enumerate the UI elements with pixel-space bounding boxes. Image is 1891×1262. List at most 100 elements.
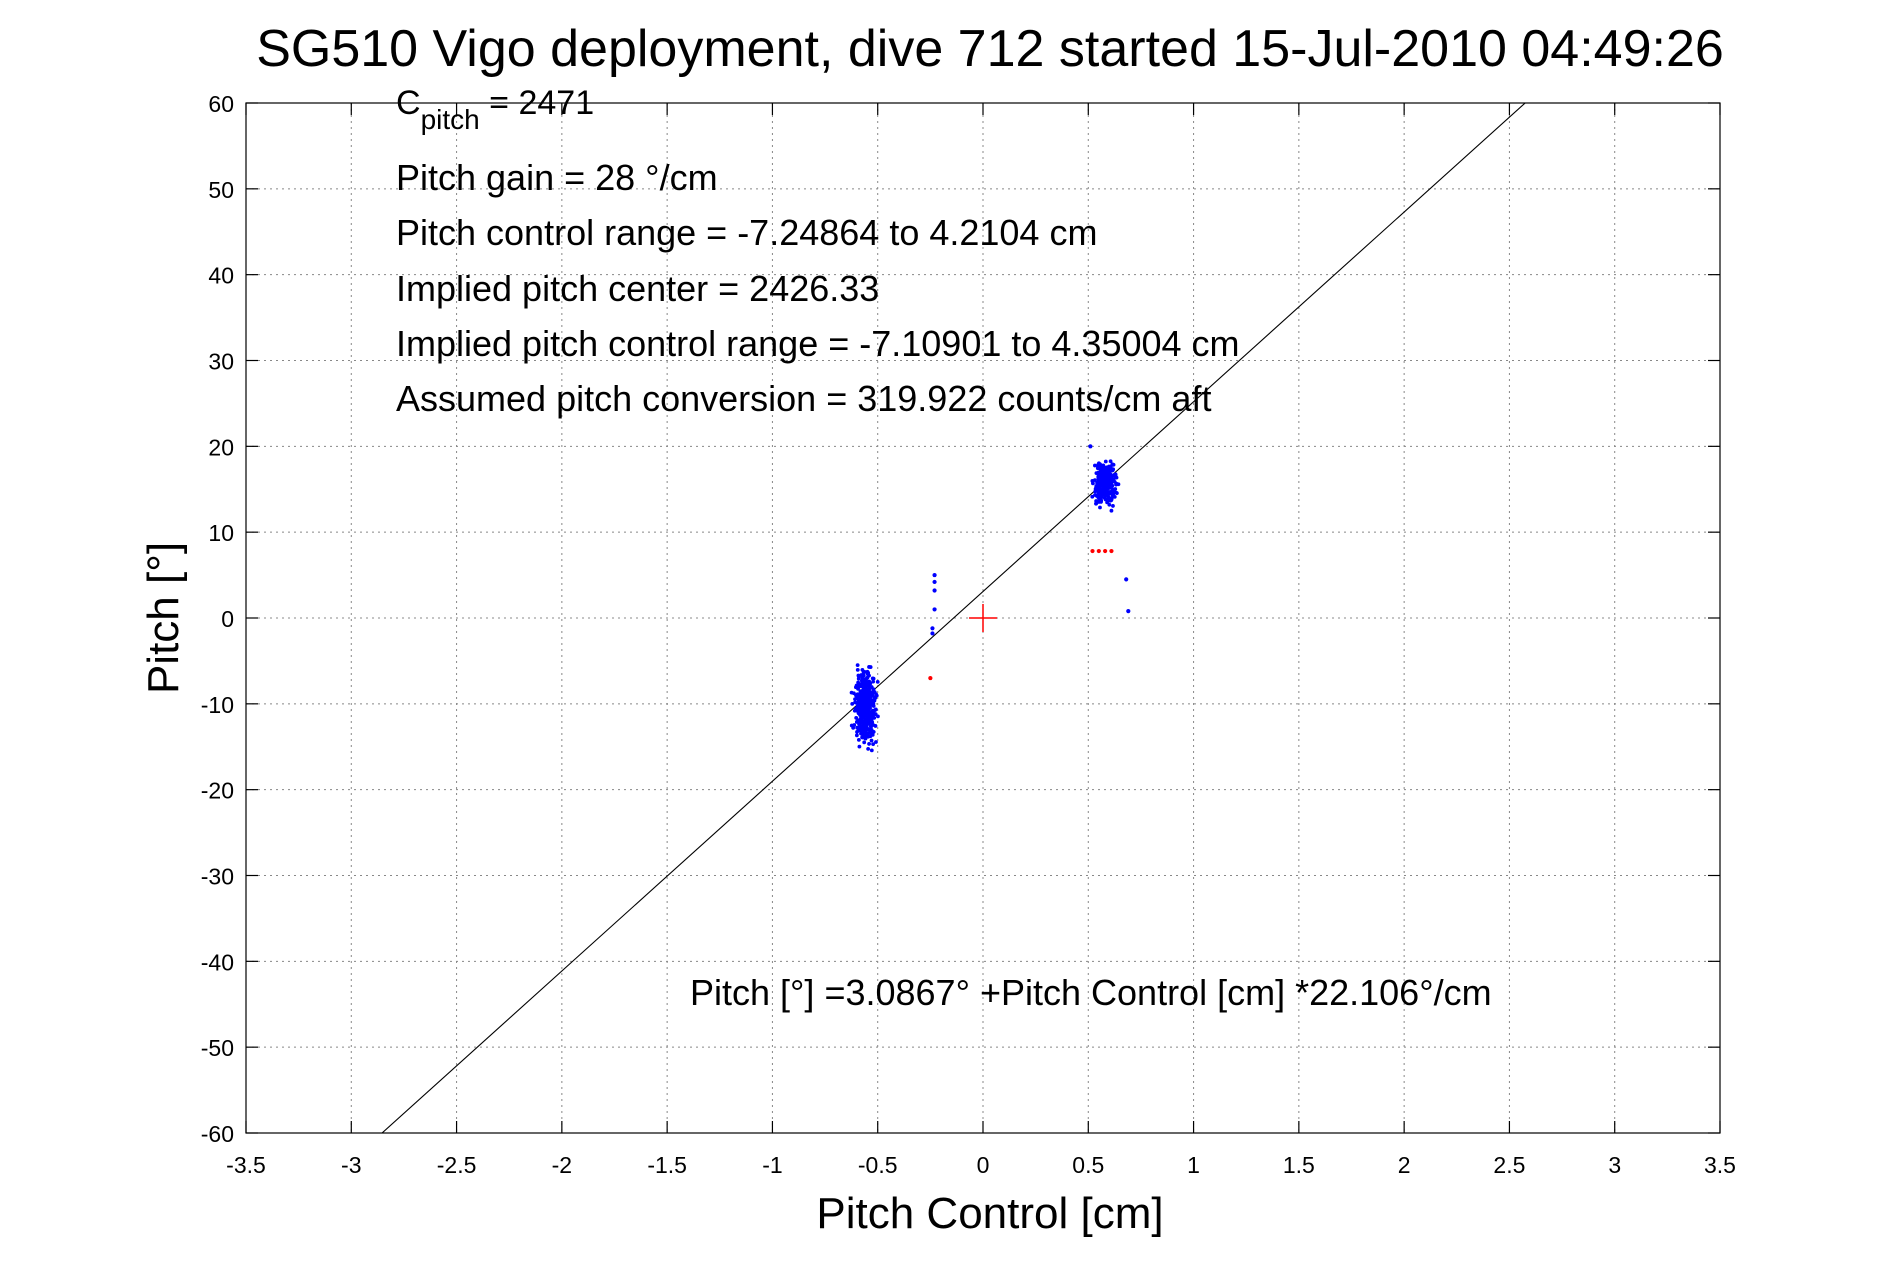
x-tick-label: -2.5 xyxy=(437,1152,477,1178)
y-tick-label: -10 xyxy=(201,692,234,718)
data-point xyxy=(863,694,868,699)
data-point xyxy=(1124,577,1129,582)
data-point xyxy=(1097,496,1102,501)
data-point xyxy=(870,708,875,713)
fit-line xyxy=(381,103,1526,1133)
data-point xyxy=(1094,501,1099,506)
data-point xyxy=(1110,462,1115,467)
data-point xyxy=(850,701,855,706)
x-tick-label: 1 xyxy=(1187,1152,1200,1178)
data-point xyxy=(866,747,871,751)
data-point xyxy=(867,686,872,691)
data-point xyxy=(866,692,871,697)
data-point xyxy=(1103,459,1108,464)
y-tick-label: 40 xyxy=(208,263,234,289)
y-tick-label: 20 xyxy=(208,434,234,460)
fit-equation: Pitch [°] =3.0867° +Pitch Control [cm] *… xyxy=(690,972,1492,1013)
data-point xyxy=(856,684,861,689)
data-point xyxy=(1105,500,1110,505)
data-point xyxy=(1092,463,1097,468)
data-point xyxy=(1107,502,1112,507)
data-point xyxy=(1111,504,1115,508)
data-point xyxy=(1093,489,1098,494)
data-point xyxy=(855,667,860,672)
data-point xyxy=(1112,479,1117,484)
data-point xyxy=(862,677,867,682)
y-tick-label: -20 xyxy=(201,778,234,804)
x-tick-label: 1.5 xyxy=(1283,1152,1315,1178)
data-point xyxy=(853,697,857,702)
y-tick-label: -40 xyxy=(201,949,234,975)
data-point xyxy=(865,715,870,720)
data-point xyxy=(1090,494,1095,499)
data-point xyxy=(858,709,863,714)
x-tick-label: -3.5 xyxy=(226,1152,266,1178)
data-point xyxy=(932,588,937,593)
data-point xyxy=(858,725,863,730)
data-point xyxy=(1101,492,1106,497)
data-point xyxy=(869,748,874,753)
x-tick-label: -0.5 xyxy=(858,1152,898,1178)
data-point xyxy=(1088,444,1093,449)
data-point xyxy=(870,676,875,681)
data-series xyxy=(381,103,1526,1133)
data-point xyxy=(861,729,866,733)
y-tick-label: 50 xyxy=(208,177,234,203)
data-point xyxy=(1106,485,1111,490)
y-tick-label: 60 xyxy=(208,91,234,117)
data-point xyxy=(1108,459,1113,464)
data-point xyxy=(876,714,880,719)
data-point xyxy=(871,730,875,735)
outlier-point xyxy=(1103,548,1108,554)
data-point xyxy=(857,744,862,749)
data-point xyxy=(854,733,859,738)
data-point xyxy=(867,682,872,687)
data-point xyxy=(1113,474,1117,479)
data-point xyxy=(873,707,878,712)
data-point xyxy=(864,734,869,739)
data-point xyxy=(1098,462,1102,467)
data-point xyxy=(859,700,864,705)
data-point xyxy=(1109,476,1114,480)
x-axis: -3.5 -3 -2.5 -2 -1.5 -1 -0.5 0 0.5 1 1.5 2 2.5 3 3.5 xyxy=(226,103,1736,1178)
y-tick-label: -30 xyxy=(201,864,234,890)
annotation-cpitch-subscript: pitch xyxy=(421,104,480,135)
data-point xyxy=(863,688,868,693)
data-point xyxy=(868,665,873,669)
data-point xyxy=(867,673,871,678)
data-point xyxy=(870,693,875,698)
y-tick-label: 0 xyxy=(221,606,234,632)
data-point xyxy=(871,742,876,747)
data-point xyxy=(871,679,876,684)
data-point xyxy=(1104,473,1109,478)
data-point xyxy=(870,690,875,694)
outlier-point xyxy=(928,675,933,681)
chart-title: SG510 Vigo deployment, dive 712 started … xyxy=(256,20,1724,78)
x-axis-label: Pitch Control [cm] xyxy=(816,1189,1163,1238)
annotation-cpitch: Cpitch = 2471 xyxy=(396,84,594,135)
data-point xyxy=(1092,478,1097,483)
data-point xyxy=(932,572,937,578)
data-point xyxy=(867,704,872,709)
annotation-block: Cpitch = 2471 Pitch gain = 28 °/cm Pitch… xyxy=(396,84,1240,419)
data-point xyxy=(871,723,875,727)
x-tick-label: -1 xyxy=(762,1152,782,1178)
plot-content xyxy=(381,103,1526,1133)
outlier-point xyxy=(1109,548,1114,554)
x-tick-label: 0 xyxy=(977,1152,990,1178)
x-tick-label: 2.5 xyxy=(1493,1152,1525,1178)
annotation-cpitch-main: C xyxy=(396,84,421,122)
annotation-implied-control-range: Implied pitch control range = -7.10901 t… xyxy=(396,323,1240,364)
data-point xyxy=(869,738,874,743)
annotation-pitch-gain: Pitch gain = 28 °/cm xyxy=(396,157,718,198)
data-point xyxy=(1103,497,1108,502)
data-point xyxy=(1098,467,1103,472)
y-tick-label: -60 xyxy=(201,1121,234,1147)
annotation-pitch-conversion: Assumed pitch conversion = 319.922 count… xyxy=(396,378,1211,419)
x-tick-label: 2 xyxy=(1398,1152,1411,1178)
data-point xyxy=(854,716,859,720)
data-point xyxy=(1116,482,1121,487)
x-tick-label: 0.5 xyxy=(1072,1152,1104,1178)
data-point xyxy=(1126,609,1131,614)
data-point xyxy=(857,693,862,698)
